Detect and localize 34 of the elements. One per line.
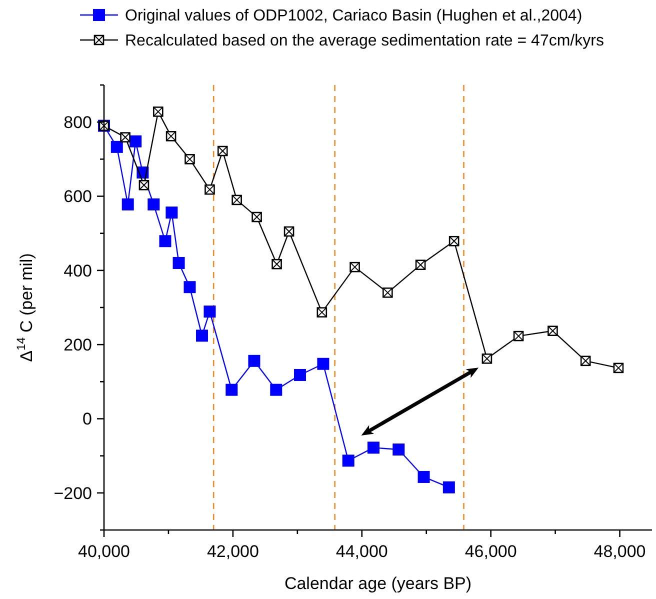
point bbox=[317, 358, 330, 370]
point bbox=[172, 257, 185, 269]
y-tick-label: 600 bbox=[64, 187, 92, 206]
point bbox=[442, 481, 455, 494]
point bbox=[367, 442, 380, 454]
point bbox=[270, 384, 282, 396]
y-tick-label: 400 bbox=[64, 261, 92, 280]
y-tick-label: 800 bbox=[64, 113, 92, 132]
point bbox=[184, 281, 196, 294]
x-tick-label: 44,000 bbox=[336, 542, 388, 561]
x-tick-label: 48,000 bbox=[594, 542, 646, 561]
x-axis-title: Calendar age (years BP) bbox=[284, 574, 472, 593]
point bbox=[204, 306, 216, 318]
point bbox=[226, 384, 238, 396]
point bbox=[294, 368, 306, 381]
x-tick-label: 40,000 bbox=[78, 542, 130, 561]
point bbox=[418, 470, 430, 483]
x-tick-label: 46,000 bbox=[464, 542, 517, 561]
point bbox=[166, 206, 178, 219]
legend-label: Recalculated based on the average sedimentation rate = 47cm/kyrs bbox=[125, 32, 604, 50]
y-tick-label: 0 bbox=[82, 410, 92, 429]
point bbox=[392, 444, 405, 456]
point bbox=[148, 198, 160, 210]
y-tick-label: 200 bbox=[64, 336, 92, 355]
legend-label: Original values of ODP1002, Cariaco Basin (Hughen et al.,2004) bbox=[125, 8, 582, 25]
point bbox=[196, 330, 208, 342]
point bbox=[248, 354, 260, 367]
x-tick-label: 42,000 bbox=[206, 542, 259, 561]
point bbox=[159, 235, 172, 248]
point bbox=[122, 198, 134, 210]
point bbox=[130, 135, 142, 148]
point bbox=[342, 454, 354, 467]
point bbox=[110, 140, 123, 153]
y-tick-label: −200 bbox=[54, 484, 92, 503]
